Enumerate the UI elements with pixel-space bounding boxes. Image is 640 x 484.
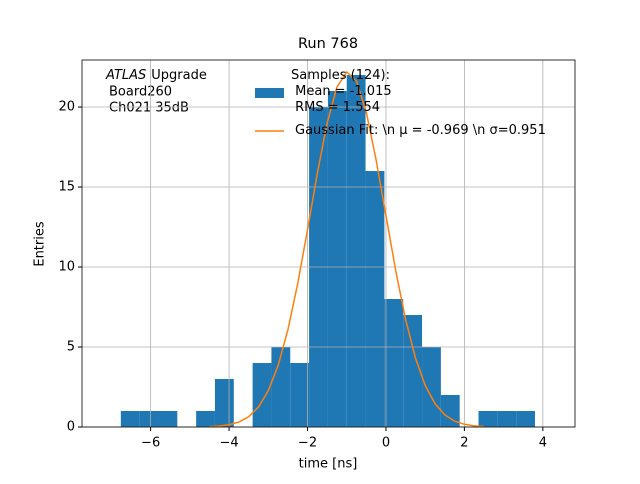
legend-label: Samples (124): Mean = -1.015 RMS = 1.554	[291, 68, 392, 115]
annotation-line: Board260	[109, 85, 172, 100]
x-tick-label: −4	[219, 436, 238, 451]
bar	[440, 395, 460, 427]
bar	[327, 91, 347, 427]
bar	[346, 75, 366, 427]
bar	[497, 411, 517, 427]
bar	[403, 315, 423, 427]
annotation-line: Ch021 35dB	[109, 101, 189, 116]
bar	[271, 347, 291, 427]
y-tick-label: 20	[58, 100, 75, 115]
y-tick-label: 15	[58, 180, 75, 195]
x-tick-label: 4	[539, 436, 547, 451]
fit-line	[209, 70, 485, 428]
annotation-text: Upgrade	[151, 68, 207, 83]
y-tick-label: 5	[67, 340, 75, 355]
bar	[214, 379, 234, 427]
y-axis-label: Entries	[33, 221, 48, 267]
legend-label: Gaussian Fit: \n μ = -0.969 \n σ=0.951	[295, 123, 546, 138]
x-axis-label: time [ns]	[299, 457, 358, 472]
chart-title: Run 768	[298, 36, 358, 52]
bar	[365, 171, 385, 427]
x-tick-label: 0	[382, 436, 390, 451]
x-tick-label: −6	[141, 436, 160, 451]
bar	[120, 411, 140, 427]
x-tick-label: −2	[298, 436, 317, 451]
bar	[422, 347, 441, 427]
bar	[478, 411, 498, 427]
annotation-emphasis: ATLAS	[105, 68, 146, 83]
bar	[196, 411, 215, 427]
x-tick-label: 2	[460, 436, 468, 451]
bar	[252, 363, 272, 427]
legend-swatch	[255, 88, 284, 98]
y-tick-label: 10	[58, 260, 75, 275]
y-tick-label: 0	[67, 420, 75, 435]
plot-frame	[81, 59, 576, 428]
bar	[139, 411, 159, 427]
bar	[384, 299, 404, 427]
bar	[158, 411, 178, 427]
bar	[290, 363, 310, 427]
annotation: ATLAS Upgrade	[105, 68, 207, 83]
bar	[516, 411, 535, 427]
